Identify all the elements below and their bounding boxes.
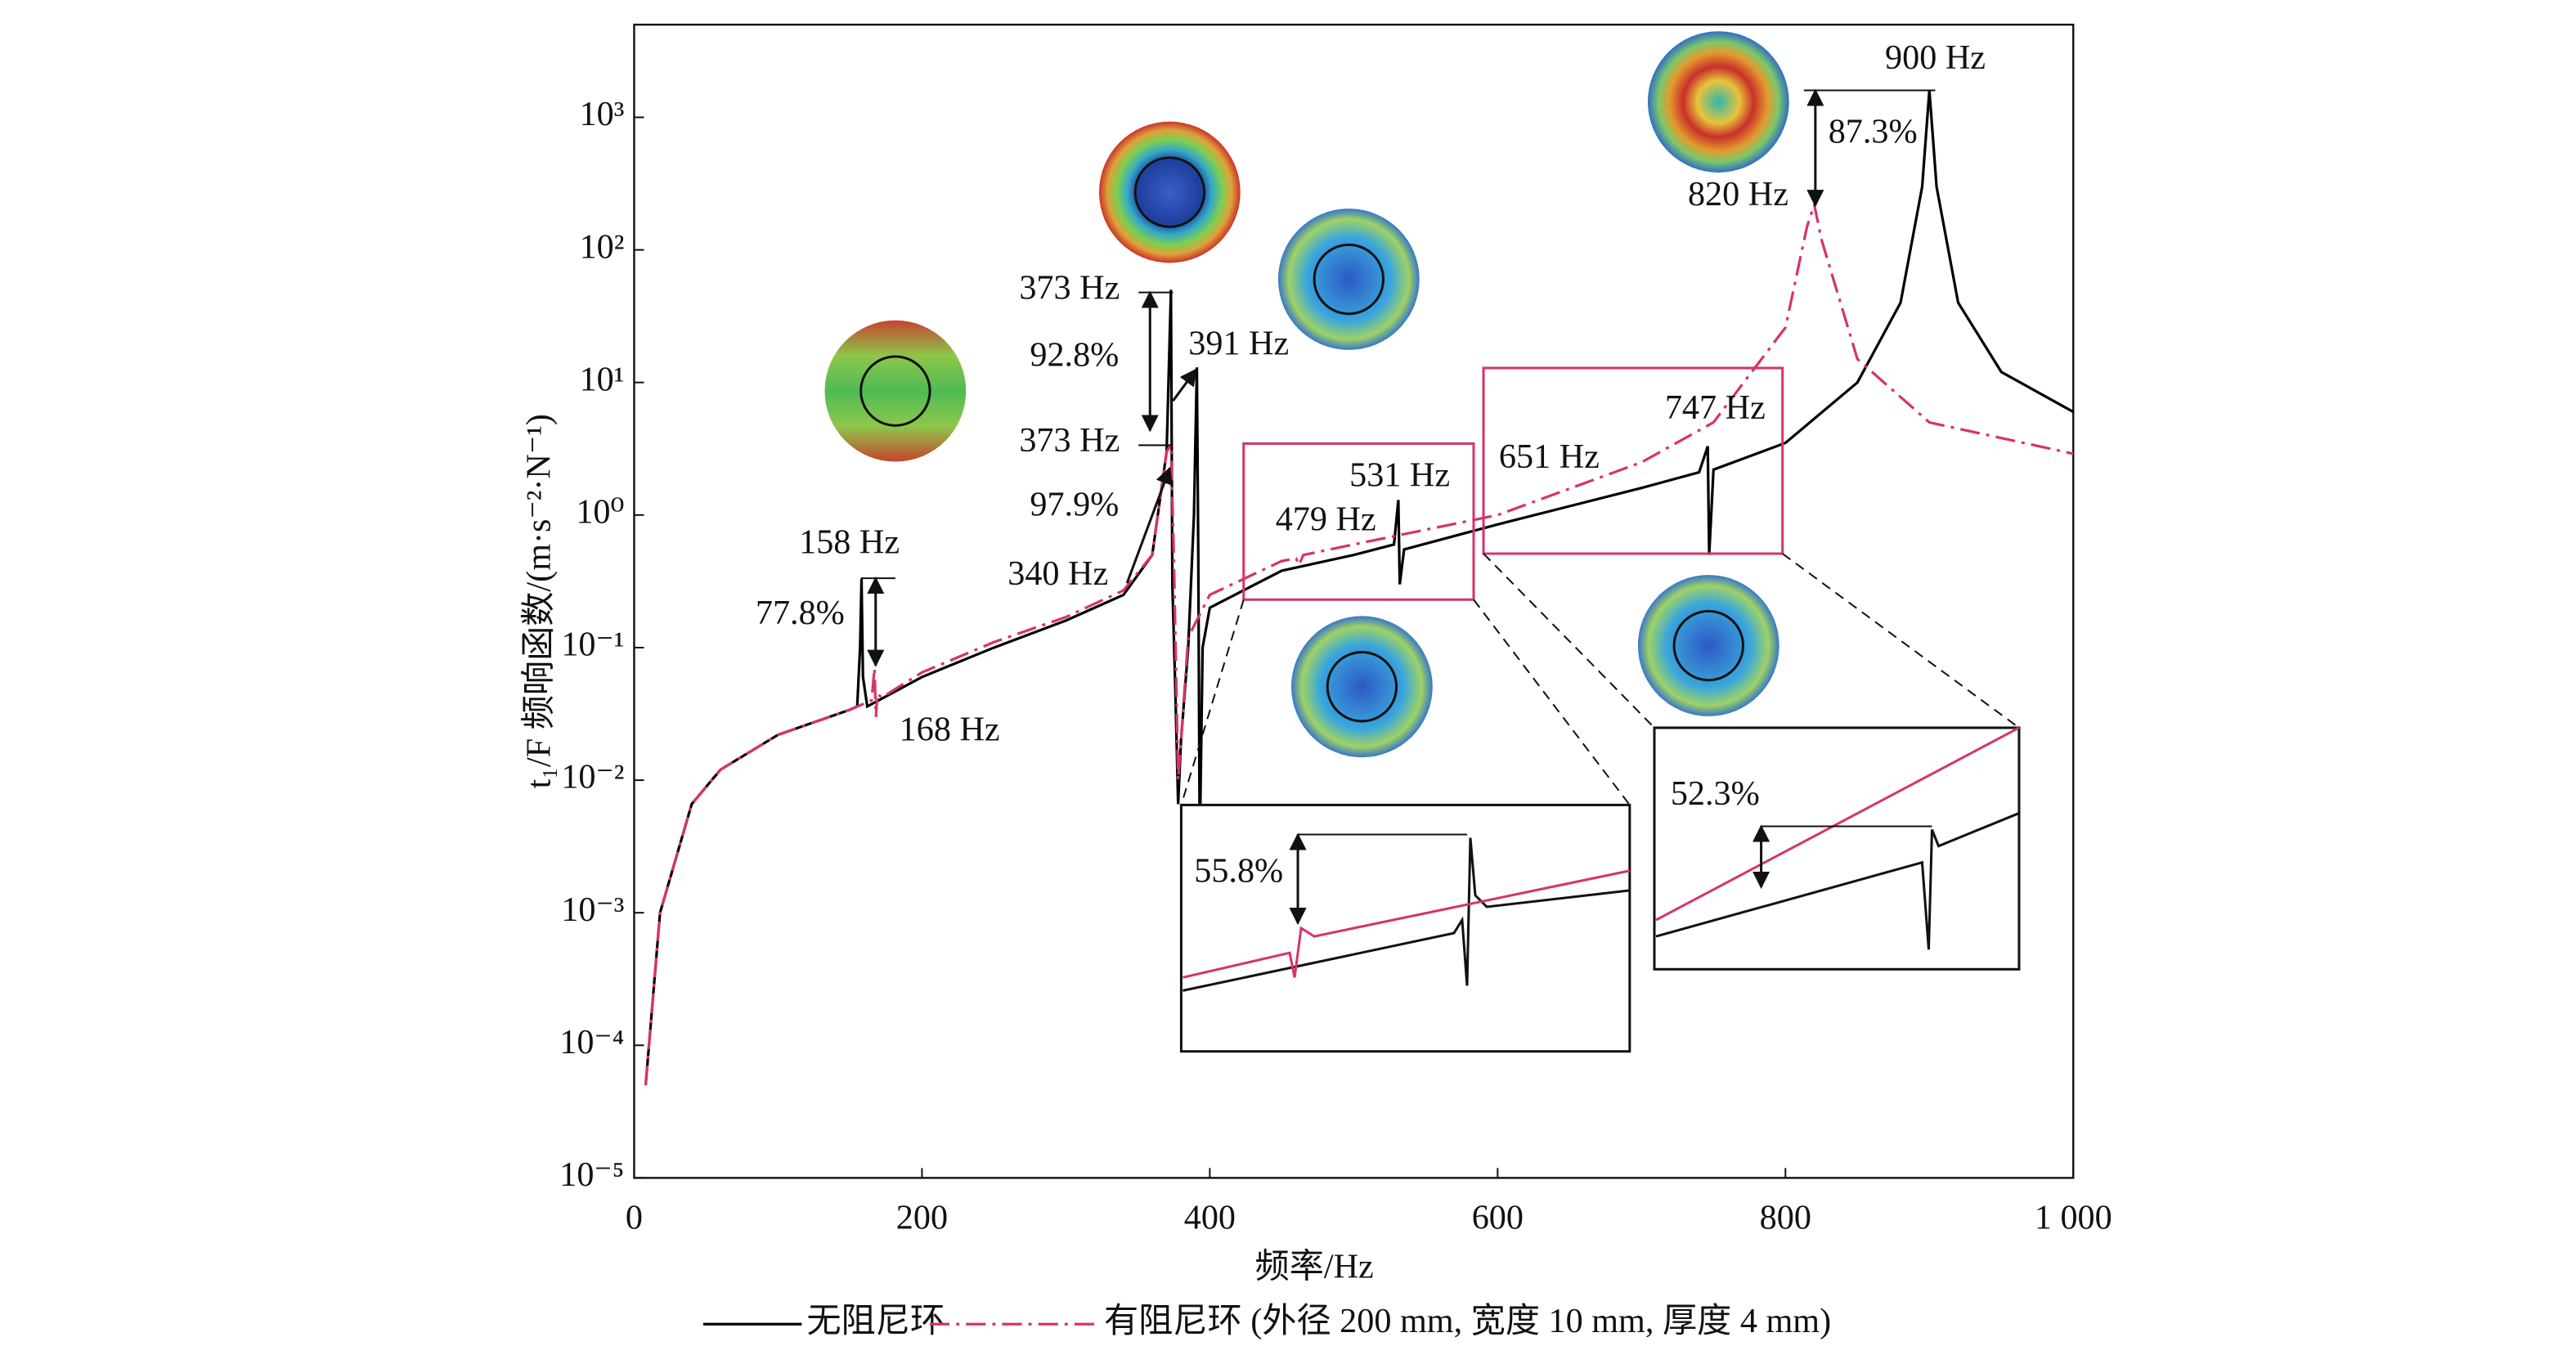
annotation: 52.3% [1671, 774, 1760, 813]
arrows [860, 88, 1936, 667]
x-tick-label: 400 [1184, 1198, 1236, 1236]
annotation: 92.8% [1030, 336, 1119, 375]
y-tick-label: 10⁻⁴ [559, 1023, 624, 1061]
legend-label: 有阻尼环 (外径 200 mm, 宽度 10 mm, 厚度 4 mm) [1104, 1302, 1831, 1340]
annotation: 77.8% [756, 594, 845, 632]
annotations: 900 Hz 87.3% 820 Hz 373 Hz 92.8% 391 Hz 373 Hz… [756, 38, 1986, 890]
annotation: 97.9% [1030, 485, 1119, 523]
annotation: 900 Hz [1885, 38, 1986, 77]
y-tick-label: 10³ [580, 95, 625, 133]
x-tick-label: 1 000 [2035, 1198, 2112, 1236]
annotation: 651 Hz [1499, 437, 1600, 476]
y-tick-label: 10² [580, 227, 625, 266]
x-tick-label: 600 [1472, 1198, 1524, 1236]
annotation: 168 Hz [900, 711, 1000, 749]
annotation: 820 Hz [1688, 175, 1788, 213]
annotation: 531 Hz [1349, 455, 1450, 494]
y-tick-label: 10⁻³ [561, 891, 624, 929]
legend: 无阻尼环 有阻尼环 (外径 200 mm, 宽度 10 mm, 厚度 4 mm) [702, 1302, 1831, 1340]
annotation: 373 Hz [1019, 268, 1120, 307]
x-axis-label: 频率/Hz [1255, 1248, 1374, 1286]
axes-frame [633, 23, 2075, 1179]
annotation: 87.3% [1829, 112, 1918, 150]
annotation: 747 Hz [1665, 388, 1766, 427]
y-tick-label: 10⁻² [561, 758, 624, 796]
annotation: 479 Hz [1276, 500, 1376, 539]
annotation: 158 Hz [799, 523, 900, 562]
y-tick-label: 10⁻⁵ [559, 1155, 624, 1194]
series-line [644, 90, 2075, 1086]
plot-area: 0 200 400 600 800 1 000 10⁻⁵ 10⁻⁴ 10⁻³ 10⁻² 10⁻¹ 10… [559, 23, 2112, 1236]
annotation: 373 Hz [1019, 421, 1120, 460]
y-tick-label: 10⁰ [576, 493, 624, 532]
zoom-boxes [1179, 366, 2021, 1053]
x-tick-label: 200 [896, 1198, 948, 1236]
x-tick-label: 800 [1760, 1198, 1811, 1236]
y-axis-label: t₁/F 频响函数/(m·s⁻²·N⁻¹) [520, 414, 559, 788]
y-tick-label: 10⁻¹ [561, 626, 624, 664]
legend-label: 无阻尼环 [806, 1302, 945, 1340]
annotation: 340 Hz [1008, 554, 1108, 593]
x-tick-label: 0 [626, 1198, 643, 1236]
y-tick-label: 10¹ [580, 360, 625, 398]
annotation: 391 Hz [1188, 325, 1289, 363]
mode-shapes [824, 31, 1789, 758]
annotation: 55.8% [1194, 851, 1283, 890]
